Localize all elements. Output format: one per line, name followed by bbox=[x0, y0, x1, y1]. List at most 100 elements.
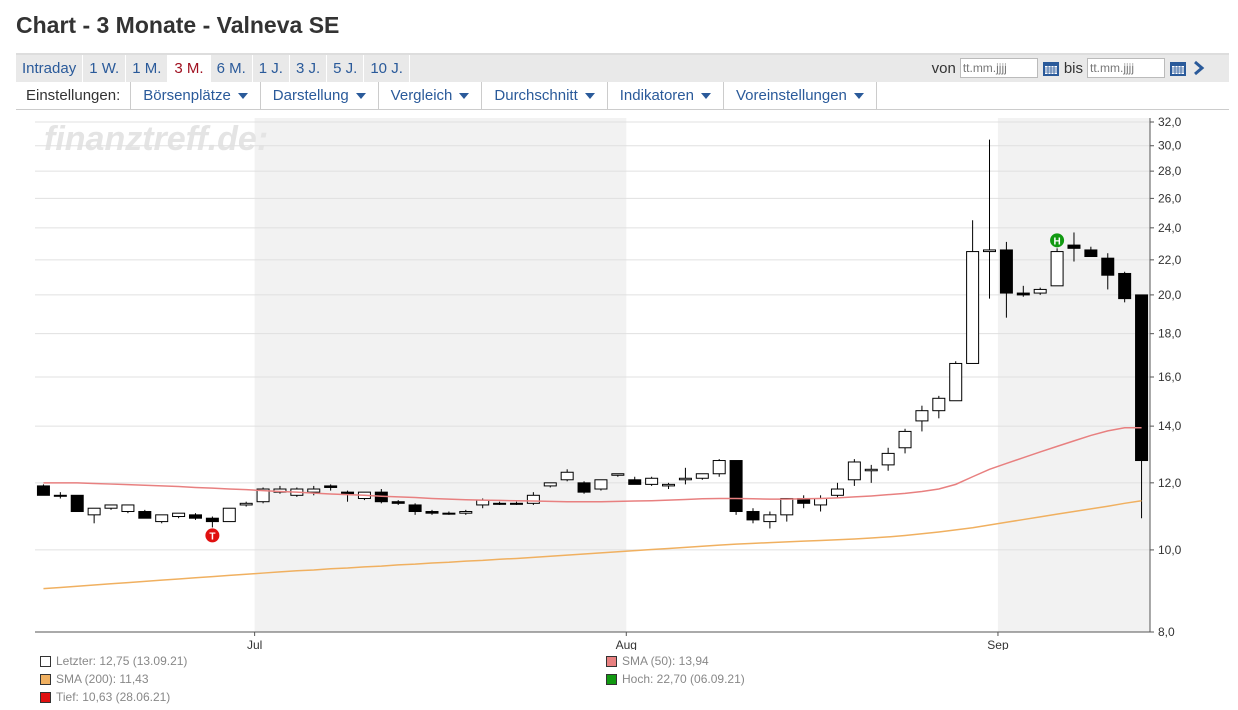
y-tick-label: 8,0 bbox=[1158, 625, 1175, 639]
candle-body bbox=[70, 494, 84, 513]
dropdown-menu[interactable]: Voreinstellungen bbox=[724, 82, 877, 109]
y-tick-label: 10,0 bbox=[1158, 543, 1182, 557]
candle-body bbox=[172, 512, 186, 518]
x-tick-label: Aug bbox=[616, 638, 637, 650]
y-tick-label: 32,0 bbox=[1158, 115, 1182, 129]
candle-body bbox=[205, 517, 219, 523]
go-arrow[interactable] bbox=[1191, 59, 1207, 77]
candle-body bbox=[459, 511, 473, 514]
calendar-icon[interactable] bbox=[1042, 59, 1060, 77]
page-title: Chart - 3 Monate - Valneva SE bbox=[16, 12, 340, 38]
candle-body bbox=[341, 491, 355, 495]
candle-body bbox=[864, 468, 878, 472]
legend-label: SMA (200): 11,43 bbox=[56, 672, 149, 686]
candle-body bbox=[999, 249, 1013, 294]
candle-body bbox=[695, 473, 709, 479]
legend-label: Tief: 10,63 (28.06.21) bbox=[56, 690, 171, 704]
candle-body bbox=[611, 473, 625, 476]
candle-body bbox=[628, 479, 642, 485]
time-tab[interactable]: 3 M. bbox=[168, 55, 211, 82]
period-shade bbox=[997, 118, 1150, 632]
candle-body bbox=[763, 514, 777, 523]
from-input[interactable]: tt.mm.jjjj bbox=[959, 58, 1038, 78]
y-tick-label: 30,0 bbox=[1158, 139, 1182, 153]
candle-body bbox=[746, 511, 760, 521]
candle-body bbox=[932, 397, 946, 412]
y-tick-label: 14,0 bbox=[1158, 419, 1182, 433]
calendar-icon[interactable] bbox=[1169, 59, 1187, 77]
legend-item: Letzter: 12,75 (13.09.21) bbox=[40, 654, 187, 668]
y-tick-label: 18,0 bbox=[1158, 327, 1182, 341]
time-tab[interactable]: 1 W. bbox=[83, 55, 127, 82]
annotation-letter: H bbox=[1053, 236, 1060, 247]
candle-body bbox=[324, 485, 338, 488]
candle-body bbox=[104, 504, 118, 509]
candle-body bbox=[1084, 249, 1098, 258]
candle-body bbox=[256, 488, 270, 503]
to-input[interactable]: tt.mm.jjjj bbox=[1087, 58, 1165, 78]
candle-body bbox=[645, 477, 659, 485]
candle-body bbox=[814, 497, 828, 506]
candle-body bbox=[594, 479, 608, 490]
time-tab[interactable]: 10 J. bbox=[364, 55, 410, 82]
x-tick-label: Sep bbox=[987, 638, 1009, 650]
candle-body bbox=[543, 482, 557, 487]
sma-line bbox=[43, 499, 1142, 590]
candle-body bbox=[1033, 288, 1047, 294]
y-tick-label: 28,0 bbox=[1158, 164, 1182, 178]
y-tick-label: 24,0 bbox=[1158, 221, 1182, 235]
candle-body bbox=[1118, 272, 1132, 300]
time-tab[interactable]: 5 J. bbox=[327, 55, 365, 82]
candle-body bbox=[442, 512, 456, 515]
time-tab[interactable]: Intraday bbox=[16, 55, 84, 82]
time-tab[interactable]: 1 J. bbox=[253, 55, 290, 82]
from-label: von bbox=[931, 59, 956, 77]
legend-label: Hoch: 22,70 (06.09.21) bbox=[622, 672, 745, 686]
legend-swatch bbox=[40, 655, 51, 667]
watermark: finanztreff.de: bbox=[44, 120, 268, 158]
candle-body bbox=[53, 494, 67, 497]
candle-body bbox=[780, 497, 794, 516]
candle-body bbox=[662, 483, 676, 487]
candle-body bbox=[966, 251, 980, 364]
candle-body bbox=[847, 461, 861, 481]
candle-body bbox=[678, 477, 692, 481]
candle-body bbox=[983, 249, 997, 253]
chart: finanztreff.de: 8,0 10,0 12,0 14,0 16,0 18,0 20… bbox=[35, 115, 1182, 650]
candle-body bbox=[188, 514, 202, 519]
legend-item: SMA (200): 11,43 bbox=[40, 672, 149, 686]
candle-body bbox=[577, 482, 591, 493]
candle-body bbox=[138, 511, 152, 519]
candle-body bbox=[87, 507, 101, 516]
annotation-marker bbox=[1050, 233, 1065, 248]
candle-body bbox=[425, 511, 439, 514]
candle-body bbox=[1016, 292, 1030, 296]
legend-item: Hoch: 22,70 (06.09.21) bbox=[606, 672, 745, 686]
candle-body bbox=[915, 410, 929, 422]
legend-swatch bbox=[40, 673, 51, 685]
candle-body bbox=[509, 502, 523, 505]
candle-body bbox=[307, 488, 321, 493]
sma-line bbox=[43, 426, 1142, 503]
time-tab[interactable]: 6 M. bbox=[211, 55, 253, 82]
legend-swatch bbox=[606, 673, 617, 685]
candle-body bbox=[222, 507, 236, 523]
legend-swatch bbox=[40, 691, 51, 703]
y-tick-label: 20,0 bbox=[1158, 288, 1182, 302]
candle-body bbox=[121, 504, 135, 513]
candle-body bbox=[1067, 244, 1081, 249]
candle-body bbox=[1135, 294, 1149, 462]
candle-body bbox=[712, 460, 726, 475]
candle-body bbox=[881, 452, 895, 466]
time-tab[interactable]: 3 J. bbox=[290, 55, 328, 82]
period-shade bbox=[254, 118, 627, 632]
candle-body bbox=[526, 494, 540, 504]
tab-bar: Intraday 1 W. 1 M. 3 M. 6 M. 1 J. 3 J. 5 J. 10 J… bbox=[16, 53, 1229, 82]
legend-label: Letzter: 12,75 (13.09.21) bbox=[56, 654, 188, 668]
candle-body bbox=[493, 502, 507, 505]
candle-body bbox=[239, 502, 253, 506]
y-tick-label: 16,0 bbox=[1158, 370, 1182, 384]
time-tab[interactable]: 1 M. bbox=[126, 55, 169, 82]
candle-body bbox=[949, 362, 963, 402]
